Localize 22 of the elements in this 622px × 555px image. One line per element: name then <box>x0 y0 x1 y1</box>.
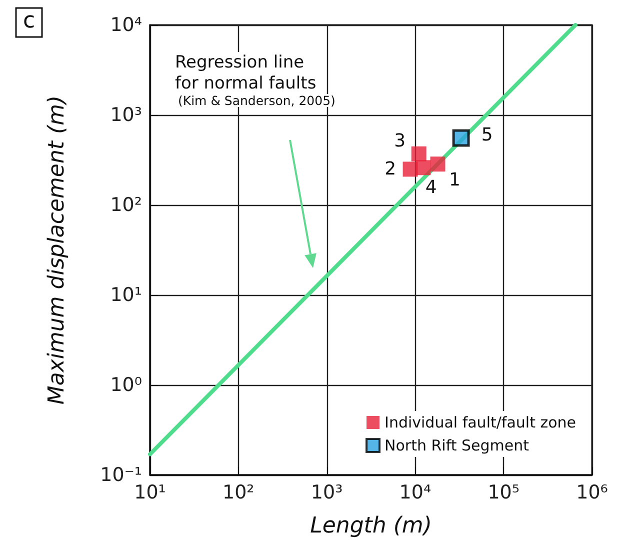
chart-title: c <box>23 8 36 34</box>
annotation: Regression line for normal faults <box>175 52 316 94</box>
y-tick-label: 10¹ <box>110 284 142 306</box>
y-tick-label: 10⁰ <box>110 374 142 396</box>
legend-label: Individual fault/fault zone <box>384 414 576 432</box>
annotation: 1 <box>449 170 460 191</box>
annotation: (Kim & Sanderson, 2005) <box>178 93 336 108</box>
y-tick-label: 10² <box>110 194 142 216</box>
y-axis-title: Maximum displacement (m) <box>44 95 70 405</box>
legend-label: North Rift Segment <box>384 436 530 454</box>
x-tick-label: 10³ <box>310 482 343 504</box>
annotation: 5 <box>481 124 493 146</box>
x-tick-label: 10⁵ <box>488 482 520 504</box>
y-tick-label: 10³ <box>110 104 142 126</box>
x-axis-title: Length (m) <box>310 514 432 538</box>
x-tick-label: 10⁶ <box>576 482 608 504</box>
x-tick-label: 10² <box>222 482 254 504</box>
annotation: 2 <box>384 158 396 180</box>
annotation: 4 <box>425 177 437 198</box>
annotation: 3 <box>394 130 406 152</box>
x-tick-label: 10⁴ <box>399 482 432 504</box>
y-tick-label: 10⁴ <box>110 14 142 36</box>
